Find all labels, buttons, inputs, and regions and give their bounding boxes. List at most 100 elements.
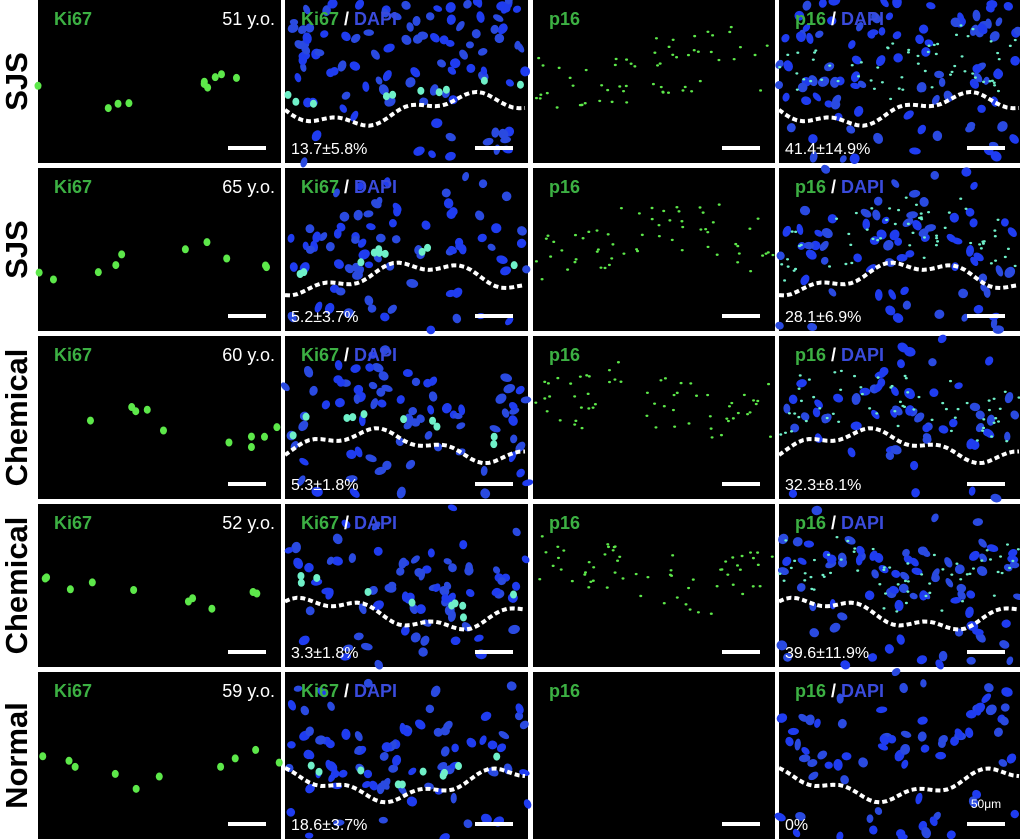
positive-cell bbox=[662, 405, 666, 408]
nucleus bbox=[915, 792, 923, 805]
nucleus bbox=[900, 286, 909, 296]
nucleus bbox=[311, 130, 322, 142]
nucleus bbox=[519, 769, 530, 776]
positive-cell bbox=[876, 66, 880, 69]
positive-cell bbox=[658, 62, 662, 65]
positive-cell bbox=[671, 38, 675, 41]
scale-bar bbox=[722, 146, 760, 150]
positive-cell bbox=[66, 585, 74, 594]
positive-cell bbox=[748, 411, 752, 414]
nucleus bbox=[450, 792, 457, 804]
nucleus bbox=[812, 92, 822, 102]
positive-cell bbox=[429, 416, 437, 425]
nucleus bbox=[902, 548, 910, 557]
nucleus bbox=[824, 100, 833, 108]
positive-cell bbox=[1005, 439, 1009, 443]
nucleus bbox=[349, 488, 360, 498]
positive-cell bbox=[583, 573, 587, 576]
positive-cell bbox=[574, 419, 578, 423]
positive-cell bbox=[927, 210, 931, 214]
positive-cell bbox=[534, 401, 538, 404]
positive-cell bbox=[730, 401, 734, 405]
basement-membrane bbox=[778, 595, 1020, 632]
nucleus bbox=[465, 562, 473, 574]
positive-cell bbox=[717, 58, 721, 62]
positive-cell bbox=[971, 27, 975, 31]
nucleus bbox=[869, 825, 878, 835]
nucleus bbox=[418, 568, 426, 581]
positive-cell bbox=[442, 85, 450, 94]
positive-cell bbox=[831, 412, 835, 415]
nucleus bbox=[381, 742, 393, 753]
positive-cell bbox=[454, 762, 462, 771]
nucleus bbox=[293, 685, 303, 692]
positive-cell bbox=[1017, 396, 1020, 399]
nucleus bbox=[951, 237, 963, 245]
positive-cell bbox=[1016, 548, 1020, 551]
positive-cell bbox=[996, 51, 1000, 55]
nucleus bbox=[439, 35, 449, 45]
nucleus bbox=[1001, 619, 1011, 628]
nucleus bbox=[370, 398, 379, 410]
image-panel: Ki67 65 y.o. bbox=[35, 168, 281, 331]
positive-cell bbox=[930, 418, 934, 422]
positive-cell bbox=[992, 81, 996, 84]
nucleus bbox=[339, 211, 350, 222]
positive-cell bbox=[814, 49, 818, 52]
nucleus bbox=[808, 771, 819, 781]
nucleus bbox=[427, 548, 435, 558]
nucleus bbox=[317, 687, 328, 698]
nucleus bbox=[885, 12, 894, 21]
nucleus bbox=[972, 64, 982, 74]
positive-cell bbox=[629, 62, 633, 65]
positive-cell bbox=[662, 209, 666, 213]
scale-bar bbox=[475, 482, 513, 486]
nucleus bbox=[828, 288, 837, 297]
nucleus bbox=[970, 181, 978, 190]
nucleus bbox=[428, 391, 438, 402]
nucleus bbox=[375, 233, 386, 243]
positive-cell bbox=[653, 402, 657, 405]
nucleus bbox=[931, 573, 940, 583]
nucleus bbox=[817, 750, 828, 760]
positive-cell bbox=[935, 234, 939, 237]
nucleus bbox=[406, 278, 419, 288]
positive-cell bbox=[659, 379, 663, 382]
positive-cell bbox=[928, 582, 932, 585]
nucleus bbox=[1000, 703, 1010, 712]
nucleus bbox=[336, 378, 346, 387]
nucleus bbox=[877, 743, 889, 751]
nucleus bbox=[891, 179, 900, 188]
positive-cell bbox=[928, 591, 932, 595]
positive-cell bbox=[686, 53, 690, 57]
scale-bar bbox=[228, 650, 266, 654]
nucleus bbox=[339, 104, 347, 113]
positive-cell bbox=[569, 382, 573, 385]
positive-cell bbox=[671, 408, 675, 412]
nucleus bbox=[837, 552, 847, 563]
stain-name: DAPI bbox=[841, 345, 884, 365]
positive-cell bbox=[731, 583, 735, 586]
nucleus bbox=[890, 445, 902, 455]
panel-content bbox=[41, 573, 261, 613]
nucleus bbox=[910, 460, 919, 471]
positive-cell bbox=[904, 196, 908, 199]
nucleus bbox=[449, 58, 461, 69]
positive-cell bbox=[650, 206, 654, 210]
nucleus bbox=[357, 238, 367, 248]
positive-cell bbox=[783, 431, 787, 435]
nucleus bbox=[986, 0, 998, 9]
nucleus bbox=[360, 642, 373, 651]
age-label: 59 y.o. bbox=[222, 681, 275, 701]
nucleus bbox=[330, 769, 340, 778]
nucleus bbox=[433, 5, 443, 12]
nucleus bbox=[965, 124, 975, 133]
positive-cell bbox=[869, 79, 873, 82]
nucleus bbox=[835, 76, 845, 86]
nucleus bbox=[892, 405, 903, 416]
nucleus bbox=[889, 585, 899, 594]
positive-cell bbox=[480, 76, 488, 85]
nucleus bbox=[478, 179, 488, 189]
positive-cell bbox=[297, 571, 305, 580]
positive-cell bbox=[613, 545, 617, 548]
